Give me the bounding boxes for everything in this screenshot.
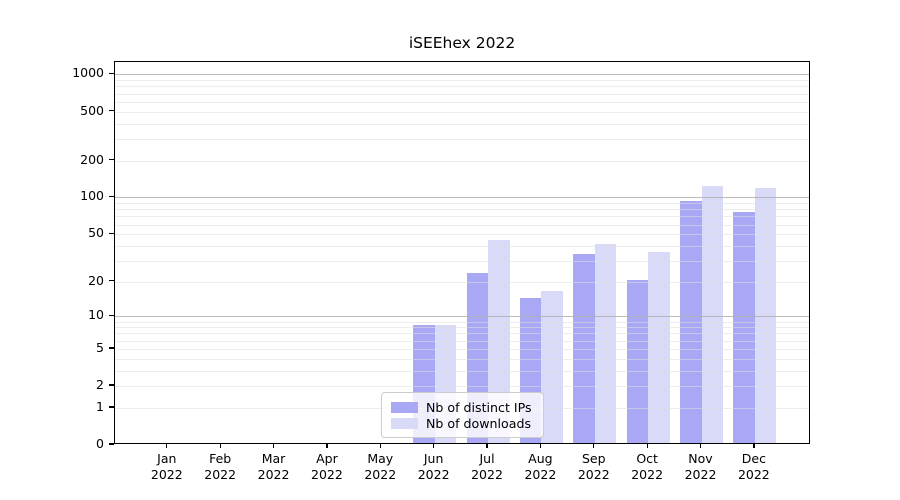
y-tick-mark — [109, 72, 114, 75]
y-tick-mark — [109, 314, 114, 317]
x-tick-label: Jan 2022 — [150, 451, 183, 482]
grid-line-major — [115, 74, 809, 76]
x-tick-label: Apr 2022 — [311, 451, 343, 482]
grid-line-minor — [115, 260, 809, 262]
x-tick-label: Dec 2022 — [737, 451, 770, 482]
grid-line-minor — [115, 281, 809, 283]
plot-area — [114, 61, 810, 444]
y-tick-label: 100 — [80, 188, 104, 204]
grid-line-minor — [115, 340, 809, 342]
chart-title: iSEEhex 2022 — [408, 34, 516, 52]
y-tick-mark — [109, 280, 114, 282]
grid-line-minor — [115, 203, 809, 205]
grid-line-minor — [115, 86, 809, 88]
x-tick-label: Oct 2022 — [631, 451, 664, 482]
grid-line-major — [115, 197, 809, 199]
y-tick-label: 50 — [88, 225, 104, 241]
x-tick-mark — [326, 444, 328, 448]
grid-line-minor — [115, 209, 809, 211]
grid-line-minor — [115, 216, 809, 218]
x-tick-mark — [699, 444, 702, 448]
grid-line-minor — [115, 80, 809, 82]
y-tick-label: 500 — [80, 102, 104, 118]
legend-swatch-downloads — [391, 417, 418, 429]
y-tick-label: 1 — [96, 398, 104, 414]
bar-downloads — [754, 188, 777, 443]
y-tick-label: 5 — [96, 339, 104, 355]
x-tick-label: Jul 2022 — [471, 451, 503, 482]
grid-line-minor — [115, 370, 809, 372]
grid-line-major — [115, 316, 809, 318]
x-tick-label: Mar 2022 — [257, 451, 290, 482]
grid-line-minor — [115, 234, 809, 236]
grid-line-minor — [115, 111, 809, 113]
bar-downloads — [648, 252, 670, 443]
grid-line-minor — [115, 224, 809, 226]
bar-downloads — [701, 185, 723, 443]
legend: Nb of distinct IPs Nb of downloads — [381, 392, 544, 438]
x-tick-mark — [272, 444, 275, 448]
x-tick-mark — [486, 444, 488, 448]
grid-line-minor — [115, 101, 809, 103]
legend-swatch-distinct-ips — [391, 401, 418, 413]
legend-label-distinct-ips: Nb of distinct IPs — [426, 399, 532, 415]
x-tick-mark — [219, 444, 221, 448]
grid-line-minor — [115, 348, 809, 350]
x-tick-label: May 2022 — [364, 451, 397, 482]
legend-item-downloads: Nb of downloads — [391, 415, 534, 431]
grid-line-minor — [115, 327, 809, 329]
y-tick-label: 1000 — [72, 65, 104, 81]
grid-line-minor — [115, 138, 809, 140]
y-tick-mark — [109, 347, 114, 349]
grid-line-minor — [115, 160, 809, 162]
bar-downloads — [594, 243, 617, 443]
y-tick-mark — [109, 158, 114, 161]
x-tick-label: Nov 2022 — [684, 451, 717, 482]
grid-line-minor — [115, 245, 809, 247]
x-tick-mark — [753, 444, 755, 448]
y-tick-mark — [109, 109, 114, 112]
x-tick-mark — [646, 444, 648, 448]
bar-distinct-ips — [626, 279, 649, 443]
grid-line-minor — [115, 321, 809, 323]
grid-line-minor — [115, 358, 809, 360]
grid-line-minor — [115, 93, 809, 95]
x-tick-mark — [539, 444, 542, 448]
y-tick-label: 2 — [96, 377, 104, 393]
x-tick-label: Jun 2022 — [417, 451, 450, 482]
y-tick-mark — [109, 232, 114, 234]
legend-label-downloads: Nb of downloads — [426, 415, 532, 431]
y-tick-mark — [109, 384, 114, 386]
y-tick-label: 200 — [80, 151, 104, 167]
x-tick-mark — [593, 444, 595, 448]
grid-line-minor — [115, 386, 809, 388]
legend-item-distinct-ips: Nb of distinct IPs — [391, 399, 534, 415]
grid-line-minor — [115, 123, 809, 125]
y-tick-label: 20 — [88, 272, 104, 288]
bar-downloads — [541, 291, 563, 443]
y-tick-mark — [109, 443, 114, 445]
x-tick-mark — [433, 444, 435, 448]
x-tick-mark — [379, 444, 381, 448]
bar-distinct-ips — [573, 253, 595, 443]
y-tick-mark — [109, 406, 114, 408]
x-tick-label: Sep 2022 — [577, 451, 610, 482]
x-tick-label: Aug 2022 — [524, 451, 557, 482]
x-tick-mark — [166, 444, 168, 448]
y-tick-label: 10 — [88, 307, 104, 323]
grid-line-minor — [115, 333, 809, 335]
x-tick-label: Feb 2022 — [204, 451, 237, 482]
y-tick-label: 0 — [96, 436, 104, 451]
y-tick-mark — [109, 195, 114, 198]
